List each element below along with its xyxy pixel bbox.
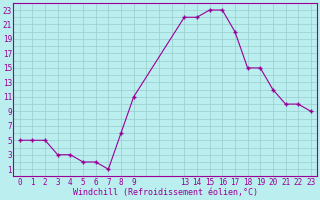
X-axis label: Windchill (Refroidissement éolien,°C): Windchill (Refroidissement éolien,°C) [73,188,258,197]
